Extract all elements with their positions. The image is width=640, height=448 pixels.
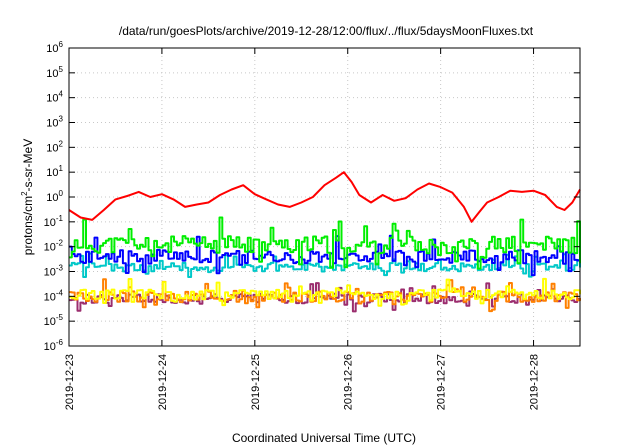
y-tick-label: 10-2 [44,239,64,254]
y-tick-label: 106 [46,40,63,55]
y-axis-label: protons/cm2-s-sr-MeV [20,139,35,255]
series-line-4 [69,277,581,307]
x-tick-label: 2019-12-27 [436,354,448,410]
y-tick-label: 105 [46,65,63,80]
x-axis: 2019-12-23 2019-12-24 2019-12-25 2019-12-26… [64,48,541,410]
x-tick-label: 2019-12-25 [250,354,262,410]
y-tick-label: 10-1 [44,214,64,229]
y-tick-label: 100 [46,189,63,204]
y-tick-label: 10-5 [44,313,64,328]
x-tick-label: 2019-12-26 [343,354,355,410]
series-line-2 [69,234,581,277]
series-line-3 [69,252,581,278]
x-tick-label: 2019-12-24 [157,354,169,410]
x-tick-label: 2019-12-23 [64,354,76,410]
series-layer [68,171,581,313]
chart-title: /data/run/goesPlots/archive/2019-12-28/1… [119,24,534,38]
series-line-0 [68,171,581,223]
y-tick-label: 101 [46,164,63,179]
y-tick-label: 104 [46,90,63,105]
y-tick-label: 10-3 [44,264,64,279]
y-tick-label: 103 [46,115,63,130]
y-tick-label: 10-4 [44,288,64,303]
y-tick-label: 10-6 [44,338,64,353]
y-axis: 10-6 10-5 10-4 10-3 10-2 10-1 100 101 102 103 104 1… [44,40,580,353]
y-tick-label: 102 [46,139,63,154]
x-tick-label: 2019-12-28 [529,354,541,410]
x-axis-label: Coordinated Universal Time (UTC) [232,431,416,445]
series-line-1 [69,216,581,270]
series-line-5 [69,278,581,313]
